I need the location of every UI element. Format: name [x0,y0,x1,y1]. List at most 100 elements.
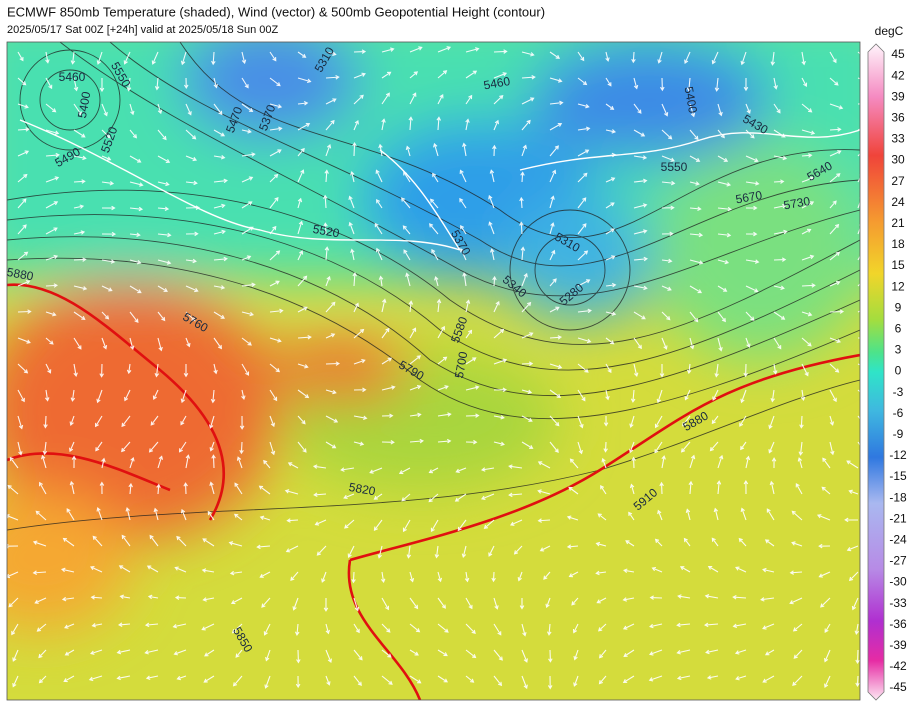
wind-arrow [325,119,335,131]
wind-arrow [519,196,524,209]
wind-arrow [45,227,58,235]
wind-arrow [151,51,159,65]
wind-arrow [521,415,533,422]
wind-arrow [233,513,243,521]
wind-arrow [185,337,191,348]
wind-arrow [202,538,215,547]
wind-arrow [241,129,252,134]
wind-arrow [704,594,719,599]
wind-arrow [121,534,131,547]
wind-arrow [409,71,419,79]
wind-arrow [269,126,283,131]
wind-arrow [577,250,589,261]
wind-arrow [801,51,806,66]
wind-arrow [428,467,439,474]
wind-arrow [295,675,301,689]
wind-arrow [773,337,782,350]
wind-arrow [829,200,837,209]
wind-arrow [829,223,840,235]
wind-arrow [269,415,276,428]
wind-arrow [101,259,116,264]
wind-arrow [433,142,439,157]
wind-arrow [157,206,170,211]
wind-arrow [325,389,337,395]
wind-arrow [717,311,726,323]
wind-arrow [369,467,383,474]
wind-arrow [157,181,170,187]
wind-arrow [492,144,497,157]
wind-arrow [521,97,535,105]
wind-arrow [745,103,751,115]
wind-arrow [577,279,591,287]
wind-arrow [269,77,281,87]
wind-arrow [73,155,87,161]
wind-arrow [654,415,663,429]
wind-arrow [296,649,301,664]
wind-arrow [17,337,31,344]
wind-arrow [549,278,557,287]
wind-arrow [297,51,307,58]
wind-arrow [465,439,478,445]
wind-arrow [628,511,635,521]
wind-arrow [101,155,112,161]
wind-arrow [622,675,635,683]
wind-arrow [92,535,103,547]
wind-arrow [573,675,579,687]
wind-arrow [213,203,226,209]
wind-arrow [287,462,299,469]
wind-arrow [521,675,528,690]
wind-arrow [101,180,115,186]
wind-arrow [213,178,228,184]
colorbar [867,43,885,701]
wind-arrow [201,568,215,573]
wind-arrow [844,517,859,523]
wind-arrow [129,337,135,351]
wind-arrow [577,308,592,314]
wind-arrow [795,482,803,495]
wind-arrow [17,415,24,430]
subtitle: 2025/05/17 Sat 00Z [+24h] valid at 2025/… [7,24,279,36]
wind-arrow [676,675,691,681]
wind-arrow [829,127,842,132]
wind-arrow [633,311,646,320]
contour-label: 5460 [59,70,86,84]
wind-arrow [829,441,835,456]
wind-arrow [661,231,674,237]
wind-arrow [577,77,588,86]
colorbar-label: 33 [891,132,905,146]
colorbar-label: -9 [893,427,904,441]
wind-arrow [323,222,328,235]
wind-arrow [381,439,395,445]
wind-arrow [625,540,635,547]
wind-arrow [69,415,75,426]
wind-arrow [34,597,47,604]
wind-arrow [801,201,815,209]
wind-arrow [490,248,495,261]
wind-arrow [430,198,439,209]
wind-arrow [284,489,299,495]
wind-arrow [569,458,579,469]
wind-arrow [185,180,198,186]
wind-arrow [633,77,639,90]
wind-arrow [381,649,392,658]
wind-arrow [454,493,467,502]
wind-arrow [857,51,860,55]
wind-arrow [69,441,75,453]
wind-arrow [353,415,368,421]
wind-arrow [689,103,696,118]
wind-arrow [577,103,590,109]
wind-arrow [773,285,785,290]
wind-arrow [465,47,480,53]
wind-arrow [661,337,668,350]
wind-arrow [572,623,579,634]
wind-arrow [762,623,775,630]
wind-arrow [437,438,452,444]
wind-arrow [269,308,284,314]
colorbar-label: -6 [893,406,904,420]
wind-arrow [649,623,663,629]
wind-arrow [437,412,452,417]
zero-isotherm [19,119,860,251]
wind-arrow [462,272,467,287]
